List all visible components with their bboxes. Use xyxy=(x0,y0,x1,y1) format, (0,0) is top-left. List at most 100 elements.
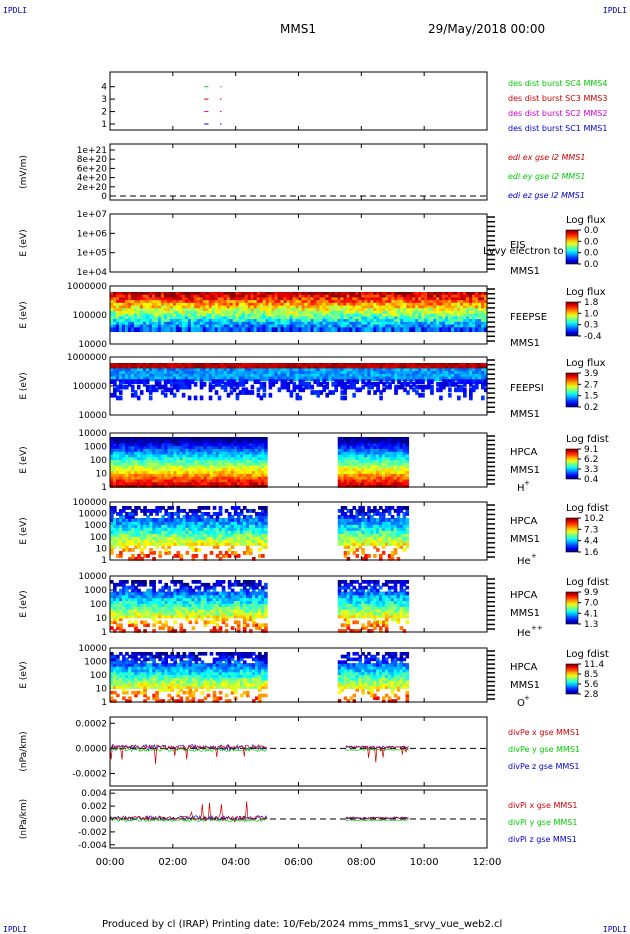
heatmap-cell xyxy=(430,321,434,327)
heatmap-cell xyxy=(247,365,252,371)
heatmap-cell xyxy=(154,316,159,322)
heatmap-cell xyxy=(424,365,428,371)
heatmap-cell xyxy=(133,294,138,300)
heatmap-cell xyxy=(193,294,198,300)
heatmap-cell xyxy=(352,450,357,455)
heatmap-cell xyxy=(307,319,312,324)
heatmap-cell xyxy=(313,311,318,316)
heatmap-cell xyxy=(331,294,336,300)
heatmap-cell xyxy=(191,545,196,549)
heatmap-cell xyxy=(118,313,123,319)
heatmap-cell xyxy=(274,319,279,324)
spacecraft-label: MMS1 xyxy=(510,465,540,476)
heatmap-cell xyxy=(140,467,144,472)
heatmap-cell xyxy=(175,363,180,368)
heatmap-cell xyxy=(376,327,380,333)
heatmap-cell xyxy=(148,376,153,382)
heatmap-cell xyxy=(355,470,359,474)
heatmap-cell xyxy=(140,533,144,537)
heatmap-cell xyxy=(358,292,362,297)
heatmap-cell xyxy=(421,297,425,303)
heatmap-cell xyxy=(137,481,141,486)
heatmap-cell xyxy=(364,321,368,327)
heatmap-cell xyxy=(466,308,470,314)
heatmap-cell xyxy=(128,539,132,543)
heatmap-cell xyxy=(115,294,120,300)
heatmap-cell xyxy=(221,448,226,452)
heatmap-cell xyxy=(163,376,168,382)
heatmap-cell xyxy=(364,363,368,368)
heatmap-cell xyxy=(396,456,401,461)
heatmap-cell xyxy=(322,321,327,327)
heatmap-cell xyxy=(472,292,476,297)
heatmap-cell xyxy=(373,467,377,472)
heatmap-cell xyxy=(255,448,259,452)
heatmap-cell xyxy=(376,459,380,463)
heatmap-cell xyxy=(152,445,156,449)
heatmap-cell xyxy=(298,300,303,305)
heatmap-cell xyxy=(139,363,144,368)
heatmap-cell xyxy=(418,297,422,303)
heatmap-cell xyxy=(152,557,156,561)
heatmap-cell xyxy=(245,448,250,452)
heatmap-cell xyxy=(214,321,219,327)
heatmap-cell xyxy=(255,539,259,543)
heatmap-cell xyxy=(211,327,216,333)
heatmap-cell xyxy=(367,365,371,371)
heatmap-cell xyxy=(370,292,374,297)
heatmap-cell xyxy=(133,368,138,374)
heatmap-cell xyxy=(245,548,250,552)
heatmap-cell xyxy=(224,467,229,472)
heatmap-cell xyxy=(118,324,123,330)
heatmap-cell xyxy=(343,365,347,371)
heatmap-cell xyxy=(448,319,452,324)
heatmap-cell xyxy=(188,470,193,474)
heatmap-cell xyxy=(118,365,123,371)
heatmap-cell xyxy=(230,467,235,472)
heatmap-cell xyxy=(191,484,196,488)
heatmap-cell xyxy=(343,437,348,441)
heatmap-cell xyxy=(226,327,231,333)
heatmap-cell xyxy=(184,313,189,319)
heatmap-cell xyxy=(289,363,294,368)
heatmap-cell xyxy=(220,294,225,300)
heatmap-cell xyxy=(384,445,389,449)
heatmap-cell xyxy=(238,363,243,368)
heatmap-cell xyxy=(191,524,196,528)
heatmap-cell xyxy=(405,442,410,447)
heatmap-cell xyxy=(194,484,199,488)
heatmap-cell xyxy=(230,533,235,537)
heatmap-cell xyxy=(224,473,229,477)
heatmap-cell xyxy=(223,297,228,303)
heatmap-cell xyxy=(397,313,401,319)
heatmap-cell xyxy=(115,368,120,374)
heatmap-cell xyxy=(212,545,217,549)
heatmap-cell xyxy=(158,551,162,555)
heatmap-cell xyxy=(200,437,205,441)
heatmap-cell xyxy=(400,365,404,371)
heatmap-cell xyxy=(256,379,261,385)
heatmap-cell xyxy=(337,442,342,447)
heatmap-cell xyxy=(481,365,485,371)
heatmap-cell xyxy=(343,439,348,444)
heatmap-cell xyxy=(415,390,419,395)
heatmap-cell xyxy=(412,363,416,368)
heatmap-cell xyxy=(358,311,362,316)
heatmap-cell xyxy=(131,470,135,474)
heatmap-cell xyxy=(158,453,162,458)
heatmap-cell xyxy=(140,442,144,447)
heatmap-cell xyxy=(176,439,181,444)
heatmap-cell xyxy=(202,363,207,368)
heatmap-cell xyxy=(258,527,262,531)
heatmap-cell xyxy=(460,313,464,319)
heatmap-cell xyxy=(146,445,150,449)
heatmap-cell xyxy=(115,313,120,319)
heatmap-cell xyxy=(268,305,273,311)
heatmap-cell xyxy=(161,530,165,534)
heatmap-cell xyxy=(261,473,265,477)
heatmap-cell xyxy=(424,305,428,311)
heatmap-cell xyxy=(370,470,374,474)
heatmap-cell xyxy=(208,305,213,311)
heatmap-cell xyxy=(194,462,199,466)
heatmap-cell xyxy=(379,313,383,319)
